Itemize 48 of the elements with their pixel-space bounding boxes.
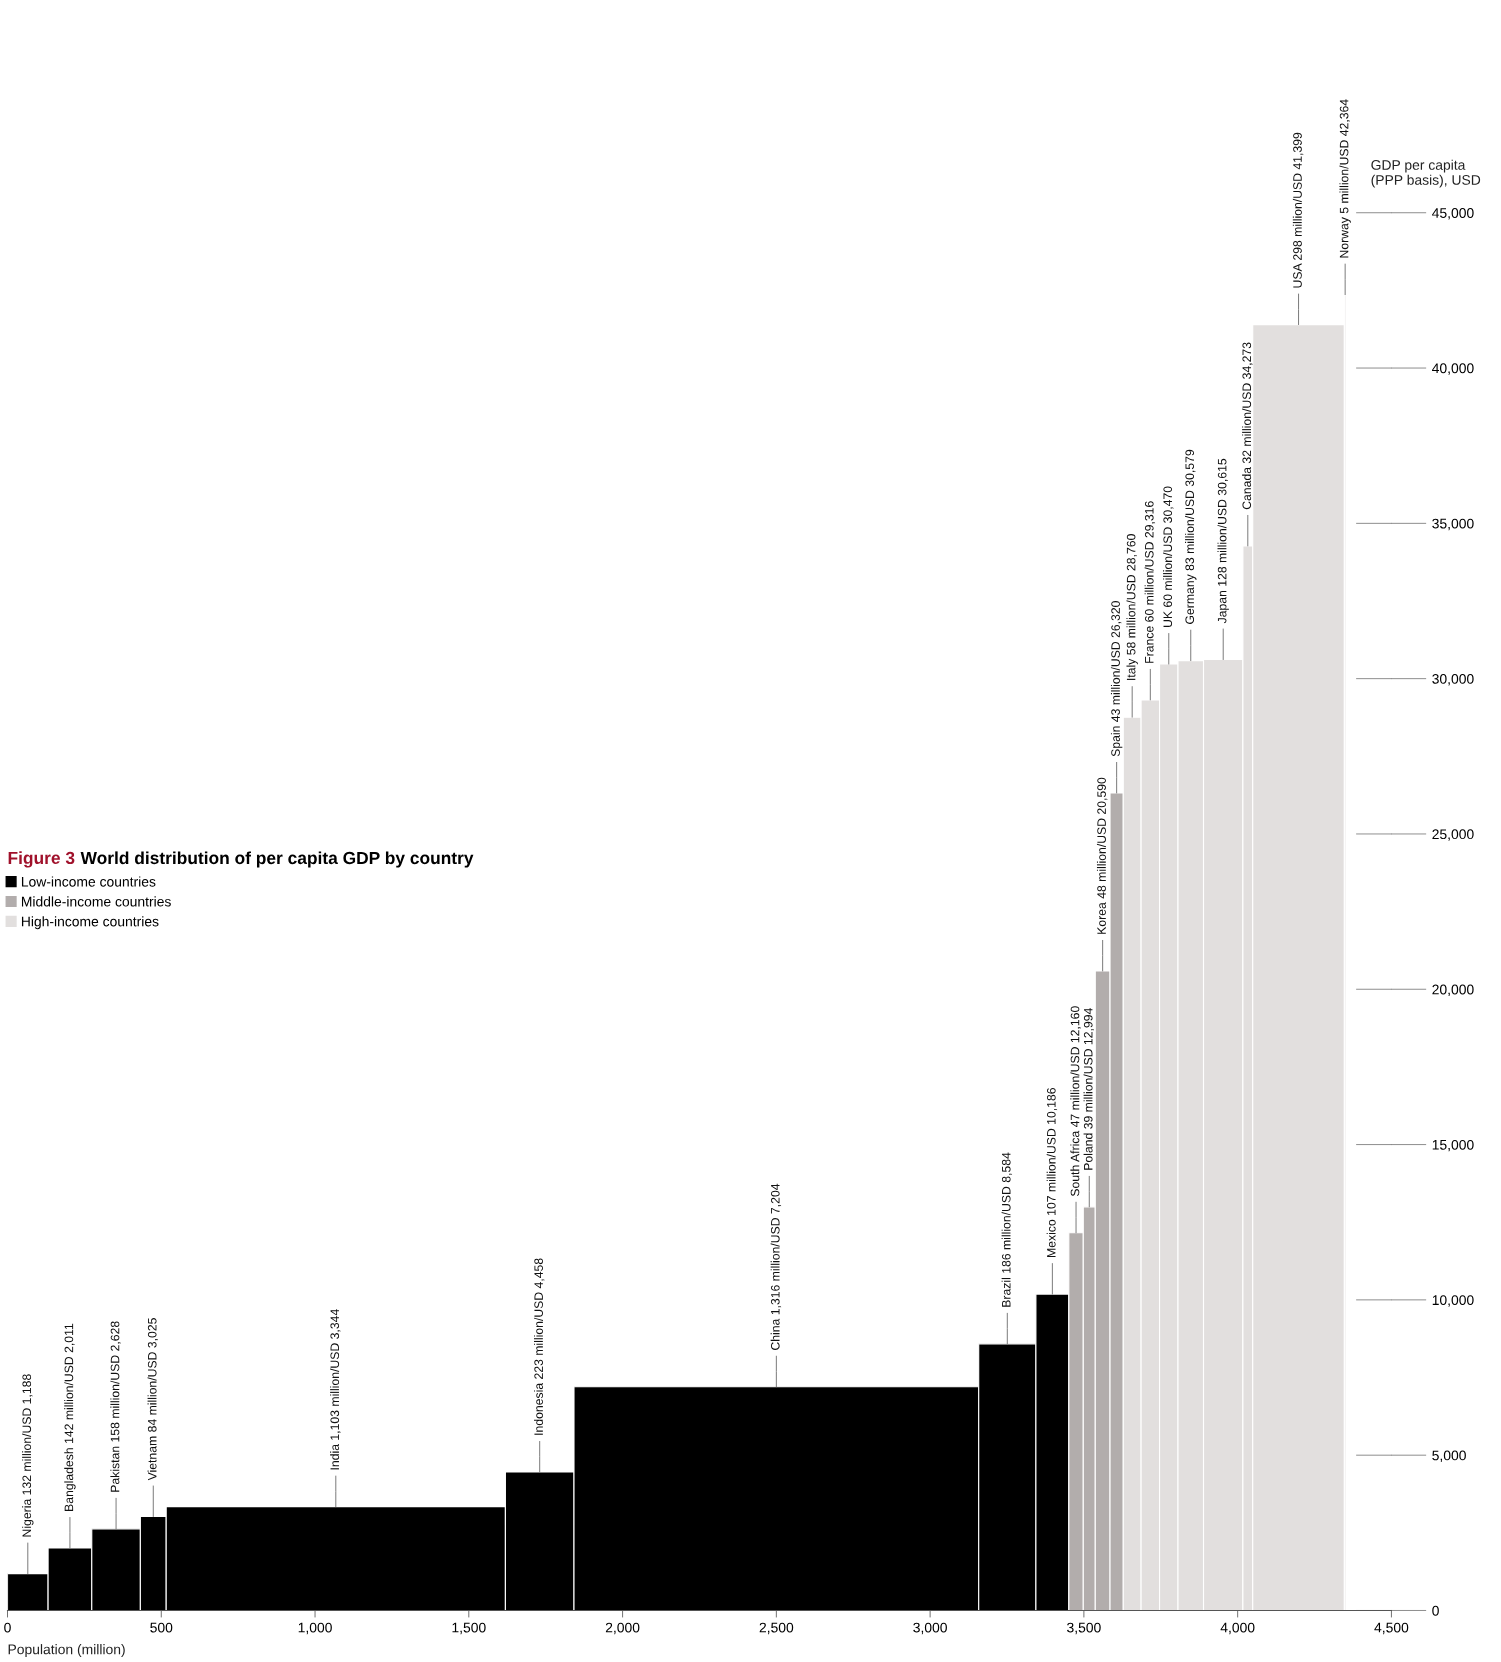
data-label: Mexico 107 million/USD 10,186 [1046, 1088, 1058, 1257]
y-tick-label: 40,000 [1432, 363, 1474, 375]
annotation: Figure 3 [8, 851, 75, 868]
x-tick-label: 4,500 [1374, 1622, 1409, 1635]
x-tick-label: 500 [150, 1622, 173, 1633]
x-tick-label: 3,500 [1067, 1622, 1101, 1635]
legend-label: High-income countries [21, 916, 159, 930]
y-tick-label: 15,000 [1432, 1139, 1474, 1152]
x-tick-label: 1,500 [452, 1622, 486, 1635]
data-label: Vietnam 84 million/USD 3,025 [147, 1318, 158, 1481]
data-label: Norway 5 million/USD 42,364 [1339, 99, 1351, 258]
legend-label: Middle-income countries [21, 896, 171, 907]
data-label: Bangladesh 142 million/USD 2,011 [64, 1323, 76, 1511]
data-label: Germany 83 million/USD 30,579 [1185, 449, 1197, 624]
data-label: Indonesia 223 million/USD 4,458 [534, 1258, 545, 1435]
x-tick-label: 0 [4, 1622, 11, 1633]
text: World distribution of per capita GDP by country [80, 851, 474, 868]
data-label: Poland 39 million/USD 12,994 [1083, 1008, 1094, 1170]
data-label: UK 60 million/USD 30,470 [1163, 486, 1174, 627]
x-tick-label: 2,000 [605, 1622, 640, 1635]
y-tick-label: 10,000 [1432, 1295, 1474, 1307]
data-label: Pakistan 158 million/USD 2,628 [110, 1321, 121, 1492]
data-label: Nigeria 132 million/USD 1,188 [22, 1374, 34, 1537]
y-tick-label: 0 [1432, 1605, 1439, 1616]
y-tick-label: 35,000 [1432, 518, 1474, 531]
y-tick-label: 20,000 [1432, 984, 1474, 997]
data-label: Korea 48 million/USD 20,590 [1096, 777, 1108, 934]
data-label: Brazil 186 million/USD 8,584 [1001, 1152, 1013, 1307]
text: Population (million) [8, 1644, 125, 1658]
data-label: France 60 million/USD 29,316 [1144, 501, 1156, 663]
data-label: Spain 43 million/USD 26,320 [1110, 601, 1123, 757]
x-tick-label: 2,500 [759, 1622, 794, 1635]
x-tick-label: 4,000 [1220, 1622, 1255, 1635]
y-tick-label: 30,000 [1432, 673, 1474, 686]
y-tick-label: 25,000 [1432, 829, 1474, 841]
y-tick-label: 5,000 [1432, 1450, 1466, 1462]
data-label: South Africa 47 million/USD 12,160 [1070, 1006, 1081, 1197]
y-tick-label: 45,000 [1432, 208, 1474, 220]
data-label: USA 298 million/USD 41,399 [1292, 132, 1304, 288]
x-tick-label: 3,000 [913, 1622, 947, 1635]
data-label: Japan 128 million/USD 30,615 [1217, 458, 1229, 624]
legend-label: Low-income countries [21, 876, 156, 887]
data-label: Canada 32 million/USD 34,273 [1242, 342, 1253, 510]
data-label: Italy 58 million/USD 28,760 [1126, 534, 1138, 680]
data-label: China 1,316 million/USD 7,204 [770, 1183, 782, 1350]
y-axis-title: GDP per capita (PPP basis), USD [1371, 159, 1481, 188]
data-label: India 1,103 million/USD 3,344 [330, 1309, 341, 1470]
x-tick-label: 1,000 [298, 1622, 332, 1635]
